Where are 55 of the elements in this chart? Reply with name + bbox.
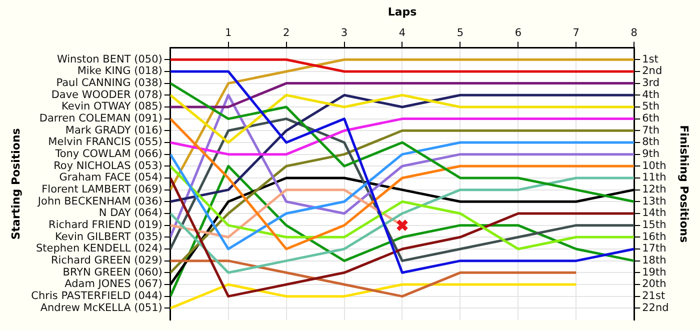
y-tick-label: 17th: [642, 242, 666, 255]
category-label: Richard GREEN (029): [51, 254, 162, 267]
y-tick-label: 8th: [642, 136, 660, 148]
y-tick-label: 3rd: [642, 77, 660, 90]
category-label: Paul CANNING (038): [56, 77, 162, 90]
x-tick-label: 1: [224, 27, 232, 40]
category-label: Florent LAMBERT (069): [42, 184, 162, 196]
y-tick-label: 11th: [642, 172, 666, 184]
category-label: Dave WOODER (078): [51, 88, 162, 101]
x-tick-label: 8: [630, 27, 638, 40]
x-tick-label: 7: [572, 27, 580, 40]
y-tick-label: 20th: [642, 278, 666, 290]
y-tick-label: 16th: [642, 230, 666, 243]
category-label: Kevin OTWAY (085): [62, 100, 162, 113]
y-tick-label: 7th: [642, 124, 660, 136]
y-tick-label: 22nd: [642, 302, 669, 314]
y-tick-label: 21st: [642, 290, 666, 302]
y-tick-label: 9th: [642, 148, 660, 160]
category-label: N DAY (064): [98, 207, 162, 220]
y-tick-label: 13th: [642, 195, 666, 208]
category-label: Kevin GILBERT (035): [54, 230, 162, 243]
category-label: Mike KING (018): [77, 65, 162, 78]
x-tick-label: 6: [514, 27, 522, 40]
y-axis-title: Finishing Positions: [678, 125, 691, 244]
category-label: John BECKENHAM (036): [38, 195, 162, 208]
text: Starting Positions: [9, 128, 22, 240]
y-tick-label: 1st: [642, 53, 658, 66]
x-tick-label: 5: [456, 27, 464, 40]
category-label: Adam JONES (067): [64, 278, 162, 290]
y-tick-label: 12th: [642, 184, 666, 196]
category-label: Roy NICHOLAS (053): [54, 160, 162, 172]
x-tick-label: 4: [398, 27, 406, 40]
x-tick-label: 2: [282, 27, 290, 40]
category-label: Darren COLEMAN (091): [39, 112, 162, 125]
category-label: BRYN GREEN (060): [62, 266, 162, 278]
y-tick-label: 4th: [642, 88, 660, 101]
y-tick-label: 6th: [642, 112, 660, 125]
category-label: Winston BENT (050): [56, 53, 162, 66]
category-label: Andrew McKELLA (051): [40, 302, 162, 314]
x-axis-title: Laps: [388, 5, 418, 18]
category-label: Tony COWLAM (066): [55, 148, 162, 160]
category-label: Chris PASTERFIELD (044): [31, 290, 162, 302]
y-tick-label: 18th: [642, 254, 666, 267]
category-label: Melvin FRANCIS (055): [48, 136, 162, 148]
y-tick-label: 2nd: [642, 65, 662, 78]
category-label: Stephen KENDELL (024): [36, 242, 162, 255]
category-label: Graham FACE (054): [59, 172, 162, 184]
y-tick-label: 10th: [642, 160, 666, 172]
category-label: Richard FRIEND (019): [48, 219, 162, 232]
y-tick-label: 14th: [642, 207, 666, 220]
y-tick-label: 5th: [642, 100, 660, 113]
y-tick-label: 15th: [642, 219, 666, 232]
category-label: Mark GRADY (016): [65, 124, 162, 136]
y-tick-label: 19th: [642, 266, 666, 278]
x-tick-label: 3: [340, 27, 348, 40]
